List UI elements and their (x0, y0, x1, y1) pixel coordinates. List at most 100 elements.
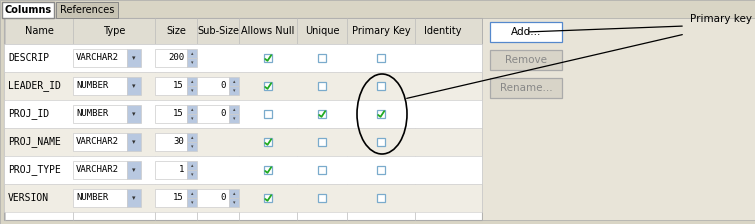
Bar (127, 105, 141, 123)
Text: References: References (60, 5, 114, 15)
Text: ▾: ▾ (233, 116, 236, 121)
Text: ▾: ▾ (191, 200, 193, 205)
Bar (155, 189, 187, 207)
Text: 15: 15 (173, 82, 184, 90)
Bar (264, 110, 272, 118)
Bar (318, 194, 326, 202)
Text: ▾: ▾ (132, 111, 136, 117)
Text: Remove: Remove (505, 55, 547, 65)
Bar (4, 44, 482, 72)
Bar (318, 110, 326, 118)
Text: 1: 1 (179, 166, 184, 174)
Text: 0: 0 (220, 194, 226, 202)
Text: 0: 0 (220, 82, 226, 90)
Text: ▾: ▾ (132, 83, 136, 89)
Bar (155, 161, 187, 179)
Bar (229, 105, 239, 114)
Bar (482, 18, 755, 220)
Bar (229, 189, 239, 198)
Bar (229, 198, 239, 207)
Bar (73, 161, 127, 179)
Text: ▾: ▾ (191, 116, 193, 121)
Text: ▾: ▾ (132, 139, 136, 145)
Bar (155, 133, 187, 151)
Text: ▾: ▾ (132, 55, 136, 61)
Bar (4, 72, 482, 100)
Text: 0: 0 (220, 110, 226, 118)
Bar (187, 77, 197, 86)
Text: ▴: ▴ (191, 135, 193, 140)
Bar (264, 138, 272, 146)
Bar (73, 189, 127, 207)
Text: Identity: Identity (424, 26, 461, 36)
Text: Name: Name (25, 26, 54, 36)
Bar (229, 114, 239, 123)
Bar (318, 54, 326, 62)
Bar (377, 194, 385, 202)
Text: LEADER_ID: LEADER_ID (8, 81, 61, 91)
Bar (490, 78, 562, 98)
Text: ▴: ▴ (233, 107, 236, 112)
Bar (4, 128, 482, 156)
Text: ▴: ▴ (191, 107, 193, 112)
Text: Columns: Columns (5, 5, 51, 15)
Text: Type: Type (103, 26, 125, 36)
Bar (377, 54, 385, 62)
Text: 30: 30 (173, 138, 184, 146)
Bar (187, 189, 197, 198)
Bar (187, 105, 197, 114)
Text: DESCRIP: DESCRIP (8, 53, 49, 63)
Text: ▾: ▾ (132, 167, 136, 173)
Text: PROJ_TYPE: PROJ_TYPE (8, 165, 61, 175)
Bar (187, 58, 197, 67)
Bar (187, 142, 197, 151)
Bar (4, 18, 482, 220)
Bar (2, 2, 54, 18)
Text: VERSION: VERSION (8, 193, 49, 203)
Bar (73, 105, 127, 123)
Bar (155, 49, 187, 67)
Text: ▴: ▴ (191, 191, 193, 196)
Text: ▾: ▾ (191, 144, 193, 149)
Text: VARCHAR2: VARCHAR2 (76, 138, 119, 146)
Bar (73, 49, 127, 67)
Bar (264, 194, 272, 202)
Bar (318, 82, 326, 90)
Bar (127, 161, 141, 179)
Bar (187, 161, 197, 170)
Bar (127, 49, 141, 67)
Bar (127, 189, 141, 207)
Text: Sub-Size: Sub-Size (197, 26, 239, 36)
Bar (187, 133, 197, 142)
Bar (490, 50, 562, 70)
Bar (4, 184, 482, 212)
Bar (187, 49, 197, 58)
Bar (229, 86, 239, 95)
Text: 200: 200 (168, 54, 184, 62)
Text: NUMBER: NUMBER (76, 82, 108, 90)
Text: ▾: ▾ (233, 200, 236, 205)
Bar (377, 138, 385, 146)
Text: ▴: ▴ (233, 191, 236, 196)
Bar (187, 114, 197, 123)
Text: 15: 15 (173, 110, 184, 118)
Text: ▾: ▾ (191, 88, 193, 93)
Bar (4, 156, 482, 184)
Bar (187, 198, 197, 207)
Bar (318, 166, 326, 174)
Bar (197, 77, 229, 95)
Text: ▴: ▴ (233, 79, 236, 84)
Text: NUMBER: NUMBER (76, 110, 108, 118)
Bar (377, 166, 385, 174)
Bar (155, 105, 187, 123)
Text: Size: Size (166, 26, 186, 36)
Text: ▾: ▾ (191, 172, 193, 177)
Bar (264, 82, 272, 90)
Bar (4, 18, 482, 44)
Text: ▾: ▾ (132, 195, 136, 201)
Text: 15: 15 (173, 194, 184, 202)
Text: PROJ_NAME: PROJ_NAME (8, 137, 61, 147)
Text: Primary key: Primary key (690, 14, 752, 24)
Text: Rename...: Rename... (500, 83, 553, 93)
Bar (4, 100, 482, 128)
